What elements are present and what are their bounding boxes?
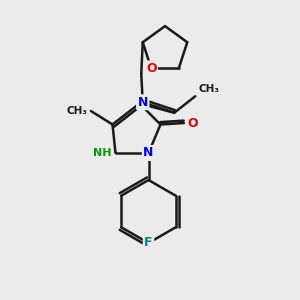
Text: NH: NH	[93, 148, 112, 158]
Text: N: N	[143, 146, 154, 160]
Text: O: O	[188, 116, 198, 130]
Text: N: N	[138, 96, 148, 109]
Text: O: O	[146, 62, 157, 75]
Text: F: F	[144, 236, 153, 250]
Text: CH₃: CH₃	[199, 84, 220, 94]
Text: CH₃: CH₃	[67, 106, 88, 116]
